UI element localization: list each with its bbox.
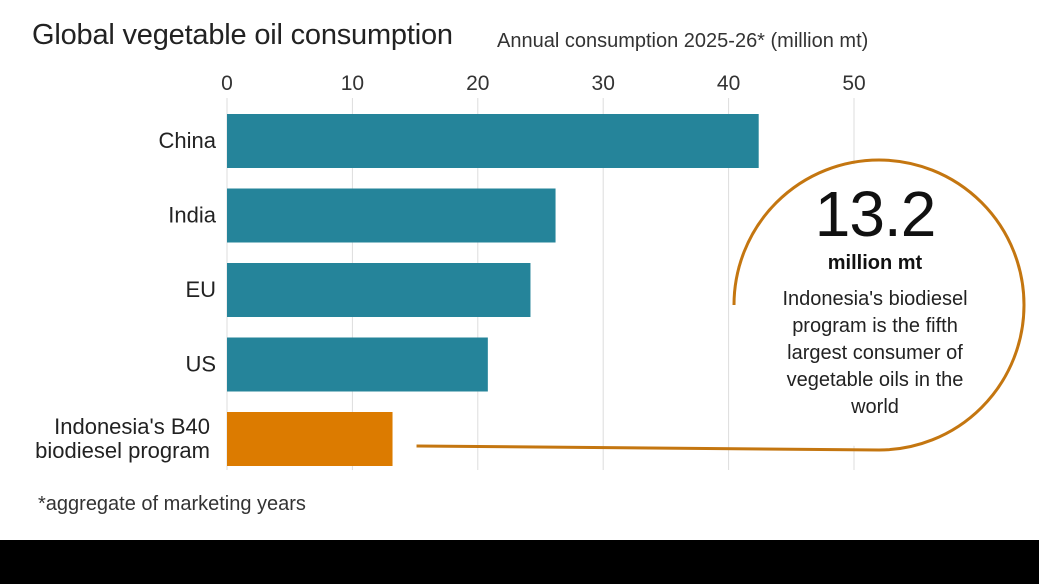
category-label-line: Indonesia's B40 — [54, 414, 210, 439]
bottom-black-band — [0, 540, 1039, 584]
category-label-line: EU — [185, 277, 216, 302]
callout-connector-line — [416, 444, 880, 452]
chart-title: Global vegetable oil consumption — [32, 19, 453, 51]
callout-arc — [732, 158, 1026, 452]
callout-unit: million mt — [827, 252, 923, 274]
category-label-line: US — [185, 352, 216, 377]
x-tick-label: 20 — [466, 72, 489, 95]
bar-2 — [227, 263, 531, 317]
x-tick-label: 10 — [341, 72, 364, 95]
category-labels: China India EU US Indonesia's B40 biodiesel p… — [35, 128, 217, 463]
bar-4 — [227, 412, 393, 466]
category-label-2: EU — [185, 277, 216, 302]
bar-chart: 0 10 20 30 40 50 China India EU US Indonesia's B4… — [35, 72, 1026, 470]
bar-3 — [227, 337, 488, 392]
callout-circle-fill — [736, 162, 1022, 448]
chart-subtitle: Annual consumption 2025-26* (million mt) — [497, 30, 869, 52]
x-tick-label: 40 — [717, 72, 740, 95]
category-label-line: biodiesel program — [35, 438, 210, 463]
footnote: *aggregate of marketing years — [38, 493, 306, 515]
x-tick-label: 30 — [592, 72, 615, 95]
x-axis-ticks: 0 10 20 30 40 50 — [221, 72, 866, 95]
category-label-line: India — [168, 203, 216, 228]
bar-1 — [227, 188, 556, 243]
category-label-line: China — [159, 128, 217, 153]
category-label-4: Indonesia's B40 biodiesel program — [35, 414, 210, 463]
callout-graphic — [416, 158, 1026, 452]
x-tick-label: 0 — [221, 72, 233, 95]
category-label-1: India — [168, 203, 216, 228]
category-label-0: China — [159, 128, 217, 153]
callout-value: 13.2 — [814, 178, 937, 250]
category-label-3: US — [185, 352, 216, 377]
bar-0 — [227, 114, 759, 168]
x-tick-label: 50 — [842, 72, 865, 95]
callout-text: Indonesia's biodiesel program is the fif… — [782, 288, 968, 418]
bars — [227, 114, 759, 466]
